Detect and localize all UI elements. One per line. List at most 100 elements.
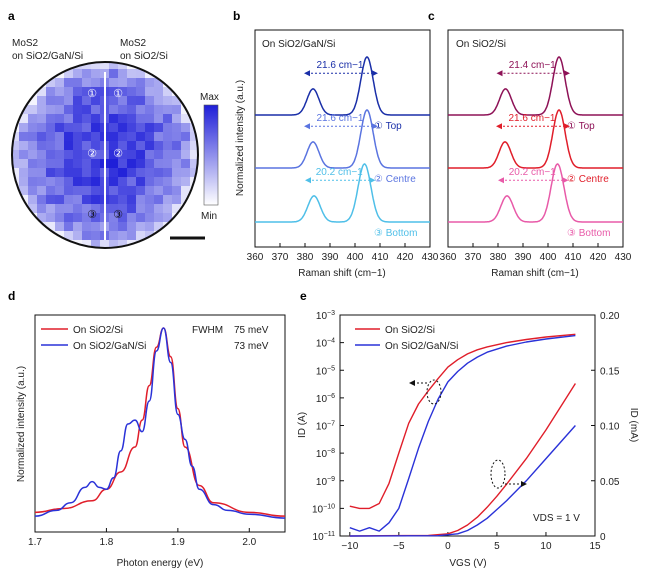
wafer-pixel	[46, 141, 56, 151]
wafer-pixel	[172, 69, 182, 79]
wafer-pixel	[127, 231, 137, 241]
wafer-pixel	[145, 132, 155, 142]
panel-e-ylabel-right: ID (mA)	[628, 408, 639, 442]
wafer-pixel	[127, 159, 137, 169]
panel-b-label: b	[233, 9, 240, 23]
wafer-pixel	[82, 204, 92, 214]
wafer-pixel	[55, 168, 65, 178]
wafer-pixel	[46, 78, 56, 88]
wafer-pixel	[73, 69, 83, 79]
trace-mark-label: ② Centre	[567, 174, 609, 185]
wafer-pixel	[154, 222, 164, 232]
wafer-pixel	[91, 195, 101, 205]
wafer-pixel	[145, 249, 155, 259]
wafer-pixel	[145, 240, 155, 248]
panel-a-left-text-1: MoS2	[12, 38, 39, 49]
wafer-pixel	[64, 141, 74, 151]
wafer-pixel	[163, 177, 173, 187]
wafer-pixel	[145, 159, 155, 169]
xtick-label: 380	[490, 252, 507, 263]
wafer-pixel	[181, 159, 191, 169]
wafer-pixel	[172, 105, 182, 115]
wafer-pixel	[12, 150, 20, 160]
wafer-pixel	[163, 105, 173, 115]
wafer-pixel	[37, 150, 47, 160]
wafer-pixel	[12, 213, 20, 223]
wafer-outline	[11, 61, 199, 249]
wafer-pixel	[163, 240, 173, 248]
wafer-pixel	[199, 60, 209, 70]
wafer-pixel	[19, 141, 29, 151]
wafer-pixel	[181, 87, 191, 97]
wafer-pixel	[109, 240, 119, 248]
wafer-pixel	[190, 159, 198, 169]
wafer-pixel	[100, 240, 110, 248]
panel-b-frame	[254, 29, 431, 248]
wafer-pixel	[55, 195, 65, 205]
wafer-pixel	[37, 69, 47, 79]
wafer-pixel	[172, 249, 182, 259]
wafer-pixel	[82, 141, 92, 151]
wafer-pixel	[55, 222, 65, 232]
wafer-pixel	[154, 150, 164, 160]
wafer-pixel	[37, 105, 47, 115]
wafer-pixel	[46, 240, 56, 248]
wafer-pixel	[73, 222, 83, 232]
panel-e-frame	[339, 314, 596, 537]
panel-c-xlabel: Raman shift (cm−1)	[491, 268, 579, 279]
wafer-pixel	[55, 114, 65, 124]
wafer-pixel	[73, 186, 83, 196]
wafer-pixel	[64, 159, 74, 169]
wafer-pixel	[154, 96, 164, 106]
wafer-pixel	[172, 204, 182, 214]
wafer-pixel	[12, 141, 20, 151]
wafer-pixel	[91, 69, 101, 79]
panel-b-ylabel: Normalized intensity (a.u.)	[235, 80, 246, 196]
wafer-pixel	[37, 231, 47, 241]
wafer-pixel	[91, 159, 101, 169]
wafer-pixel	[19, 87, 29, 97]
wafer-pixel	[10, 249, 20, 259]
panel-c-title: On SiO2/Si	[456, 39, 506, 50]
colorbar-max-label: Max	[200, 92, 219, 103]
wafer-pixel	[127, 123, 137, 133]
wafer-pixel	[37, 132, 47, 142]
wafer-pixel	[82, 186, 92, 196]
wafer-pixel	[55, 204, 65, 214]
wafer-pixel	[28, 78, 38, 88]
wafer-pixel	[190, 69, 198, 79]
wafer-pixel	[109, 62, 119, 70]
wafer-pixel	[28, 141, 38, 151]
wafer-pixel	[172, 150, 182, 160]
log-transfer-line	[349, 333, 576, 510]
colorbar	[203, 104, 219, 206]
wafer-pixel	[109, 204, 119, 214]
panel-e-ylabel-left: ID (A)	[297, 412, 308, 438]
xtick-label: 360	[247, 252, 264, 263]
wafer-pixel	[64, 177, 74, 187]
legend-d-red-label: On SiO2/Si	[73, 325, 123, 336]
xtick-label: 390	[322, 252, 339, 263]
wafer-pixel	[163, 114, 173, 124]
wafer-pixel	[136, 186, 146, 196]
wafer-pixel	[19, 150, 29, 160]
wafer-pixel	[46, 168, 56, 178]
wafer-pixel	[55, 96, 65, 106]
wafer-pixel	[82, 249, 92, 259]
xtick-label: 2.0	[242, 537, 256, 548]
wafer-pixel	[190, 249, 200, 259]
trace-mark-label: ③ Bottom	[567, 228, 610, 239]
wafer-pixel	[118, 150, 128, 160]
wafer-pixel	[181, 69, 191, 79]
xtick-label: 390	[515, 252, 532, 263]
wafer-pixel	[136, 249, 146, 259]
wafer-pixel	[127, 69, 137, 79]
log-curve-arrowhead	[409, 380, 415, 386]
wafer-pixel	[199, 78, 209, 88]
wafer-pixel	[109, 222, 119, 232]
wafer-pixel	[136, 69, 146, 79]
wafer-pixel	[154, 114, 164, 124]
wafer-pixel	[190, 150, 198, 160]
wafer-pixel	[46, 195, 56, 205]
wafer-pixel	[73, 132, 83, 142]
